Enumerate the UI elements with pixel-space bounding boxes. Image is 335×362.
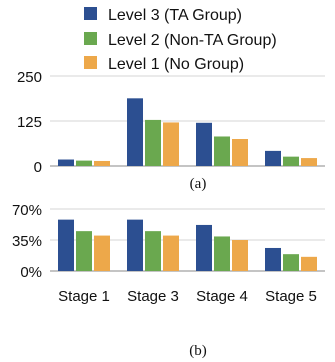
bar bbox=[163, 235, 179, 271]
y-tick-label: 0 bbox=[34, 159, 42, 176]
bar bbox=[283, 254, 299, 271]
caption-b: (b) bbox=[189, 343, 207, 359]
bar bbox=[232, 139, 248, 166]
legend-label-level2: Level 2 (Non-TA Group) bbox=[108, 32, 277, 49]
legend-swatch-level3 bbox=[84, 7, 97, 20]
x-tick-label: Stage 3 bbox=[127, 288, 179, 305]
bar bbox=[76, 160, 92, 166]
bar bbox=[196, 224, 212, 271]
chart-b: 0% 35% 70% bbox=[12, 202, 325, 281]
x-tick-label: Stage 1 bbox=[58, 288, 110, 305]
bar bbox=[127, 219, 143, 271]
y-tick-label: 35% bbox=[12, 233, 42, 250]
bar bbox=[127, 98, 143, 166]
x-axis-labels: Stage 1 Stage 3 Stage 4 Stage 5 bbox=[58, 288, 317, 305]
bar bbox=[265, 150, 281, 166]
bar bbox=[214, 136, 230, 166]
bar bbox=[283, 156, 299, 166]
caption-a: (a) bbox=[190, 176, 207, 192]
bar bbox=[214, 236, 230, 271]
legend-swatch-level1 bbox=[84, 56, 97, 69]
bar bbox=[265, 247, 281, 271]
bar bbox=[145, 231, 161, 271]
bar bbox=[301, 158, 317, 166]
legend: Level 3 (TA Group) Level 2 (Non-TA Group… bbox=[84, 7, 277, 73]
y-tick-label: 250 bbox=[17, 69, 42, 86]
bar bbox=[58, 159, 74, 166]
bar bbox=[76, 231, 92, 271]
legend-swatch-level2 bbox=[84, 32, 97, 45]
legend-label-level1: Level 1 (No Group) bbox=[108, 56, 244, 73]
bar bbox=[196, 122, 212, 166]
bar bbox=[163, 122, 179, 166]
x-tick-label: Stage 5 bbox=[265, 288, 317, 305]
bar bbox=[94, 235, 110, 271]
x-tick-label: Stage 4 bbox=[196, 288, 248, 305]
legend-label-level3: Level 3 (TA Group) bbox=[108, 7, 242, 24]
chart-a: 0 125 250 bbox=[17, 69, 325, 176]
bar bbox=[145, 119, 161, 166]
y-tick-label: 70% bbox=[12, 202, 42, 219]
bar bbox=[58, 219, 74, 271]
y-tick-label: 125 bbox=[17, 114, 42, 131]
bar bbox=[232, 240, 248, 271]
bar bbox=[94, 160, 110, 166]
y-tick-label: 0% bbox=[20, 264, 42, 281]
bar bbox=[301, 256, 317, 271]
